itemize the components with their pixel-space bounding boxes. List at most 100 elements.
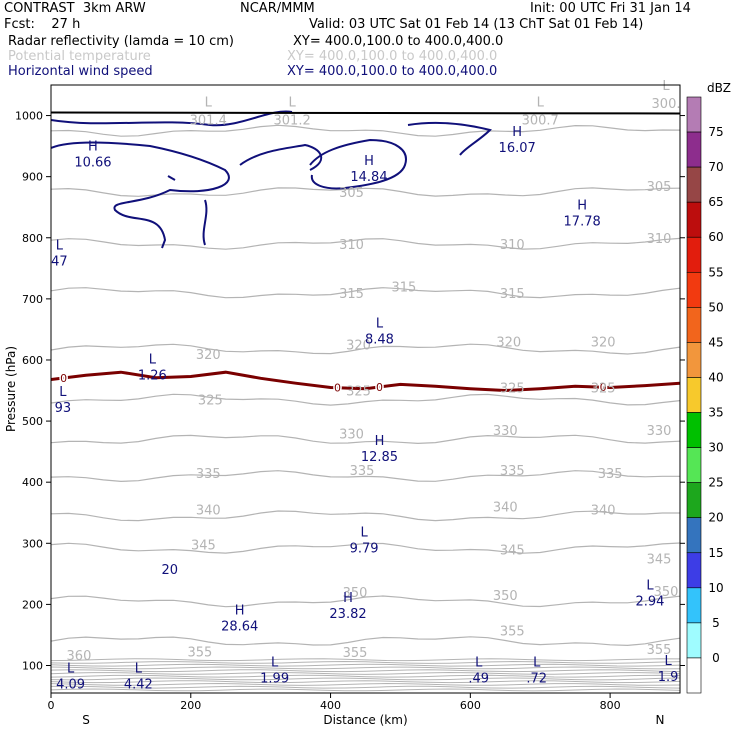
colorbar-swatch	[686, 131, 702, 168]
wind-extremum-marker: L	[135, 662, 143, 677]
valid-time: Valid: 03 UTC Sat 01 Feb 14 (13 ChT Sat …	[309, 17, 644, 32]
theta-low-marker: L	[537, 96, 545, 111]
theta-label: 340	[591, 504, 616, 519]
y-tick-label: 900	[22, 171, 43, 184]
colorbar-level-label: 55	[708, 265, 723, 279]
wind-extremum-marker: H	[364, 154, 374, 169]
theta-label: 320	[591, 336, 616, 351]
wind-extremum-value: 28.64	[221, 620, 258, 635]
freezing-level-label: 0	[600, 381, 607, 394]
colorbar-level-label: 50	[708, 300, 723, 314]
theta-contour	[51, 660, 680, 664]
wind-extremum-value: 1.26	[138, 369, 167, 384]
y-tick-label: 400	[22, 476, 43, 489]
theta-label: 310	[647, 232, 672, 247]
theta-label: 350	[343, 586, 368, 601]
colorbar-level-label: 15	[708, 546, 723, 560]
colorbar-swatch	[686, 447, 702, 483]
wind-extremum-marker: L	[376, 316, 384, 331]
theta-label: 355	[187, 645, 212, 660]
freezing-level-label: 0	[376, 381, 383, 394]
wind-extremum-marker: L	[59, 385, 67, 400]
theta-label: 355	[647, 643, 672, 658]
theta-contour	[51, 510, 680, 522]
theta-label: 310	[500, 238, 525, 253]
x-end-label-north: N	[656, 713, 665, 727]
theta-contour	[51, 669, 680, 673]
colorbar-level-label: 0	[712, 651, 720, 665]
wind-extremum-value: 14.84	[350, 170, 387, 185]
theta-contour	[51, 674, 680, 678]
theta-low-value: 300.	[652, 97, 681, 112]
theta-label: 330	[647, 424, 672, 439]
wind-extremum-marker: H	[235, 604, 245, 619]
field-reflectivity-xy: XY= 400.0,100.0 to 400.0,400.0	[293, 34, 504, 49]
theta-contour	[51, 343, 680, 355]
theta-contour	[51, 124, 680, 137]
theta-contour	[51, 595, 680, 608]
wind-extremum-marker: L	[271, 656, 279, 671]
colorbar-swatch	[686, 412, 702, 448]
theta-contour	[51, 688, 680, 692]
colorbar-swatch	[686, 236, 702, 273]
theta-label: 305	[647, 180, 672, 195]
theta-label: 330	[339, 427, 364, 442]
wind-extremum-marker: H	[512, 125, 522, 140]
theta-contour	[51, 470, 680, 483]
model-name: CONTRAST 3km ARW	[4, 1, 146, 16]
colorbar-level-label: 65	[708, 195, 723, 209]
wind-extremum-value: 1.9	[658, 670, 679, 685]
wind-extremum-marker: L	[360, 525, 368, 540]
wind-extremum-value: 12.85	[361, 450, 398, 465]
wind-extremum-value: 4.42	[124, 678, 153, 693]
theta-label: 355	[343, 646, 368, 661]
colorbar-level-label: 20	[708, 511, 723, 525]
wind-speed-contour	[51, 141, 230, 249]
wind-extremum-value: 8.48	[365, 332, 394, 347]
theta-contour	[51, 685, 680, 689]
theta-low-value: 300.7	[522, 114, 559, 129]
y-tick-label: 500	[22, 415, 43, 428]
theta-label: 335	[500, 464, 525, 479]
theta-label: 355	[500, 625, 525, 640]
plot-frame	[50, 84, 681, 694]
wind-extremum-marker: L	[67, 662, 75, 677]
y-tick-label: 800	[22, 232, 43, 245]
wind-extremum-value: 1.99	[260, 672, 289, 687]
colorbar-swatch	[686, 201, 702, 238]
colorbar-swatch	[686, 622, 702, 659]
wind-speed-contour	[407, 121, 492, 156]
colorbar-swatch	[686, 587, 702, 624]
colorbar-swatch	[686, 342, 702, 378]
colorbar-swatch	[686, 377, 702, 413]
theta-label: 315	[339, 287, 364, 302]
wind-extremum-value: .72	[526, 672, 547, 687]
theta-low-value: 301.4	[190, 114, 227, 129]
theta-label: 345	[500, 543, 525, 558]
theta-contour	[51, 671, 680, 675]
theta-low-marker: L	[205, 96, 213, 111]
colorbar-level-label: 35	[708, 406, 723, 420]
theta-label: 345	[647, 553, 672, 568]
theta-label: 350	[493, 589, 518, 604]
y-axis-title: Pressure (hPa)	[4, 346, 18, 432]
colorbar-level-label: 40	[708, 370, 723, 384]
theta-low-marker: L	[662, 79, 670, 94]
theta-contour	[51, 542, 680, 554]
theta-contour	[51, 237, 680, 250]
theta-label: 325	[346, 385, 371, 400]
wind-speed-contour	[239, 143, 323, 171]
wind-speed-contour	[202, 199, 208, 246]
x-tick-label: 200	[180, 699, 201, 712]
wind-extremum-marker: L	[56, 238, 64, 253]
x-tick-label: 400	[320, 699, 341, 712]
wind-extremum-marker: H	[343, 591, 353, 606]
colorbar-level-label: 60	[708, 230, 723, 244]
field-wind-xy: XY= 400.0,100.0 to 400.0,400.0	[287, 64, 498, 79]
wind-extremum-marker: L	[533, 656, 541, 671]
wind-speed-contour	[167, 175, 176, 181]
theta-label: 315	[500, 287, 525, 302]
wind-contour-label: 20	[162, 563, 179, 578]
colorbar-swatch	[686, 517, 702, 554]
